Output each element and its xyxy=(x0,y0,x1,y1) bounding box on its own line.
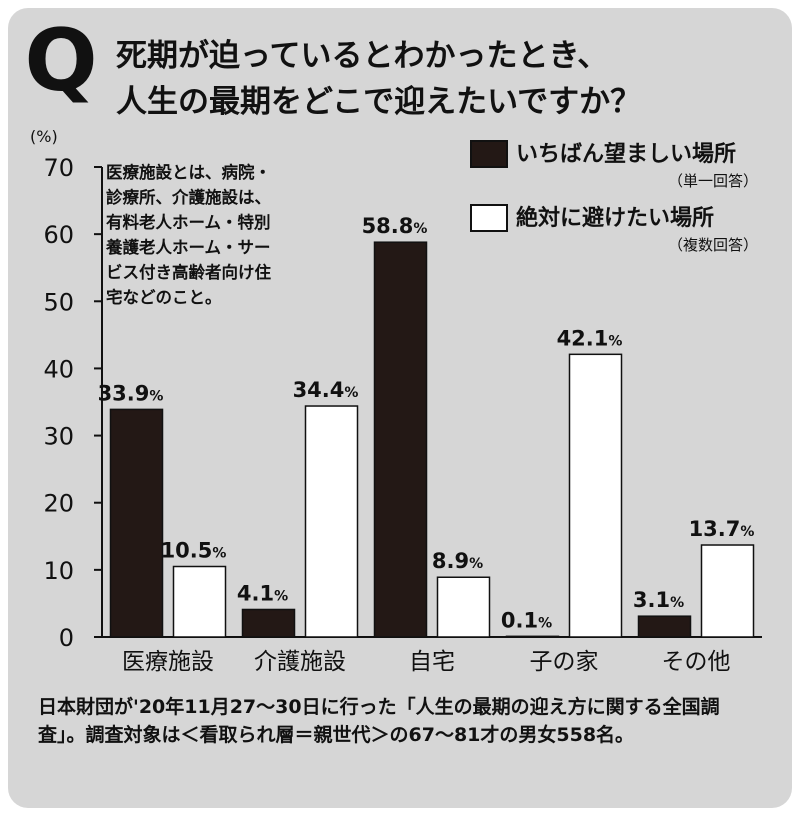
x-category-label: 医療施設 xyxy=(122,649,214,675)
question-mark-q: Q xyxy=(24,11,98,111)
bar-avoided xyxy=(436,576,491,638)
source-footnote: 日本財団が'20年11月27〜30日に行った「人生の最期の迎え方に関する全国調査… xyxy=(38,696,720,746)
x-category-label: 自宅 xyxy=(409,649,455,675)
title-line-1: 死期が迫っているとわかったとき、 xyxy=(116,38,609,74)
y-tick-label: 60 xyxy=(43,221,74,249)
bar-preferred xyxy=(109,408,164,638)
data-label: 0.1% xyxy=(501,608,552,632)
bar-avoided xyxy=(568,353,623,638)
bar-preferred xyxy=(241,608,296,638)
data-label: 33.9% xyxy=(98,381,164,405)
data-label: 13.7% xyxy=(689,517,755,541)
y-tick-label: 30 xyxy=(43,423,74,451)
data-label: 34.4% xyxy=(293,378,359,402)
y-tick-label: 20 xyxy=(43,490,74,518)
bar-avoided xyxy=(172,565,227,638)
legend-note-avoided: （複数回答） xyxy=(668,236,759,254)
y-tick-label: 40 xyxy=(43,355,74,383)
bar-preferred xyxy=(505,635,560,638)
data-label: 4.1% xyxy=(237,581,288,605)
bar-preferred xyxy=(637,615,692,638)
legend-swatch-avoided xyxy=(470,204,508,232)
y-tick-label: 70 xyxy=(43,154,74,182)
title-line-2: 人生の最期をどこで迎えたいですか？ xyxy=(116,84,642,120)
definition-note: 医療施設とは、病院・ 診療所、介護施設は、 有料老人ホーム・特別 養護老人ホーム… xyxy=(106,163,271,307)
legend-swatch-preferred xyxy=(470,140,508,168)
bar-preferred xyxy=(373,241,428,638)
legend-note-preferred: （単一回答） xyxy=(668,172,759,190)
y-tick-label: 0 xyxy=(59,624,74,652)
x-category-label: 子の家 xyxy=(530,649,599,675)
data-label: 3.1% xyxy=(633,588,684,612)
data-label: 8.9% xyxy=(432,549,483,573)
y-tick-label: 50 xyxy=(43,288,74,316)
data-label: 10.5% xyxy=(161,539,227,563)
legend-label-preferred: いちばん望ましい場所 xyxy=(516,142,737,167)
data-label: 42.1% xyxy=(557,326,623,350)
y-axis-unit-label: (%) xyxy=(30,127,58,146)
x-category-label: その他 xyxy=(662,649,731,675)
legend-label-avoided: 絶対に避けたい場所 xyxy=(516,206,715,231)
bar-avoided xyxy=(700,544,755,638)
x-category-label: 介護施設 xyxy=(254,649,346,675)
bar-chart: (%) 0 10 20 30 40 50 60 70 33.9% 10.5% 医療施設 4.1% 34.4… xyxy=(30,127,762,675)
bar-avoided xyxy=(304,405,359,638)
y-tick-label: 10 xyxy=(43,557,74,585)
